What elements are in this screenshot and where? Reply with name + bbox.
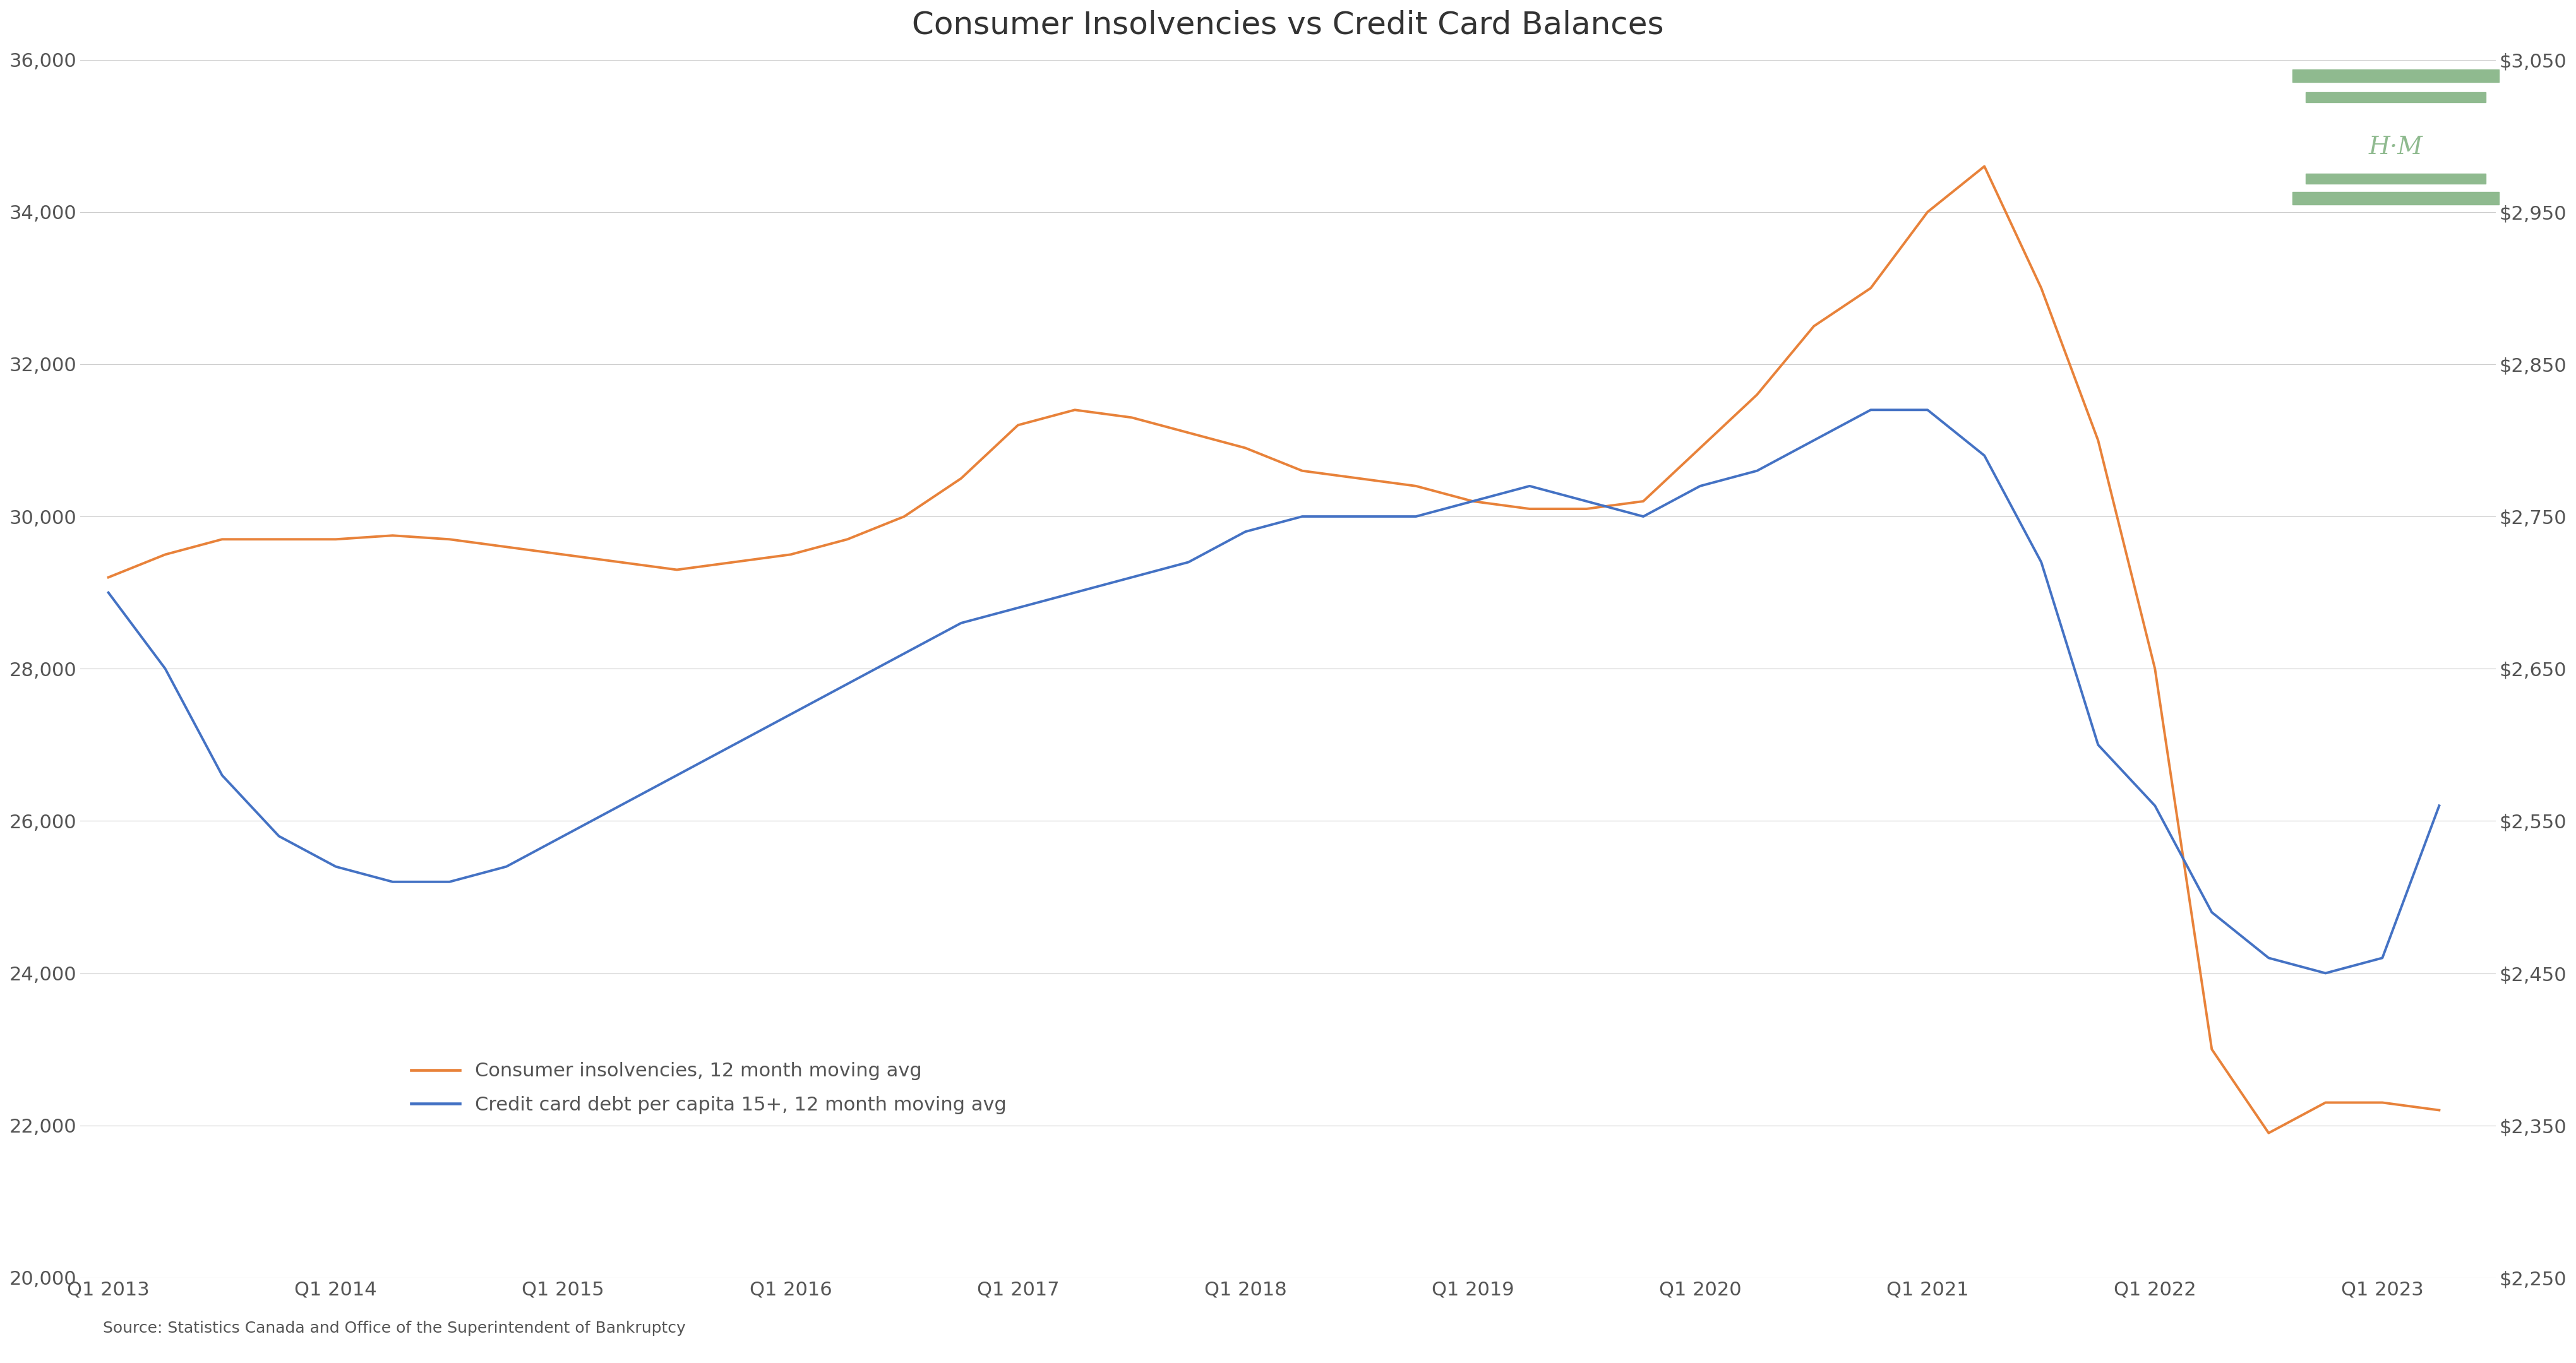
- Credit card debt per capita 15+, 12 month moving avg: [662, 767, 693, 784]
- Consumer insolvencies, 12 month moving avg: [2254, 1124, 2285, 1141]
- Consumer insolvencies, 12 month moving avg: [1628, 493, 1659, 510]
- Consumer insolvencies, 12 month moving avg: [1911, 204, 1942, 221]
- Credit card debt per capita 15+, 12 month moving avg: [263, 827, 294, 844]
- Consumer insolvencies, 12 month moving avg: [1968, 158, 1999, 174]
- Credit card debt per capita 15+, 12 month moving avg: [1401, 508, 1432, 525]
- Credit card debt per capita 15+, 12 month moving avg: [889, 645, 920, 661]
- Credit card debt per capita 15+, 12 month moving avg: [319, 859, 350, 875]
- Consumer insolvencies, 12 month moving avg: [2424, 1103, 2455, 1119]
- Title: Consumer Insolvencies vs Credit Card Balances: Consumer Insolvencies vs Credit Card Bal…: [912, 10, 1664, 40]
- Consumer insolvencies, 12 month moving avg: [1685, 440, 1716, 457]
- Credit card debt per capita 15+, 12 month moving avg: [549, 827, 580, 844]
- Consumer insolvencies, 12 month moving avg: [1741, 387, 1772, 403]
- Consumer insolvencies, 12 month moving avg: [605, 553, 636, 570]
- Consumer insolvencies, 12 month moving avg: [1855, 279, 1886, 296]
- Consumer insolvencies, 12 month moving avg: [719, 553, 750, 570]
- Credit card debt per capita 15+, 12 month moving avg: [1115, 570, 1146, 586]
- Consumer insolvencies, 12 month moving avg: [662, 562, 693, 578]
- FancyBboxPatch shape: [2306, 93, 2486, 102]
- Consumer insolvencies, 12 month moving avg: [1798, 318, 1829, 334]
- Consumer insolvencies, 12 month moving avg: [889, 508, 920, 525]
- Consumer insolvencies, 12 month moving avg: [832, 532, 863, 548]
- Credit card debt per capita 15+, 12 month moving avg: [1968, 447, 1999, 463]
- Consumer insolvencies, 12 month moving avg: [1515, 500, 1546, 517]
- Credit card debt per capita 15+, 12 month moving avg: [1628, 508, 1659, 525]
- Consumer insolvencies, 12 month moving avg: [1571, 500, 1602, 517]
- Consumer insolvencies, 12 month moving avg: [1002, 417, 1033, 433]
- Consumer insolvencies, 12 month moving avg: [1458, 493, 1489, 510]
- FancyBboxPatch shape: [2293, 192, 2499, 204]
- Credit card debt per capita 15+, 12 month moving avg: [93, 585, 124, 601]
- Credit card debt per capita 15+, 12 month moving avg: [1229, 523, 1260, 540]
- Consumer insolvencies, 12 month moving avg: [433, 532, 464, 548]
- Credit card debt per capita 15+, 12 month moving avg: [1345, 508, 1376, 525]
- Credit card debt per capita 15+, 12 month moving avg: [1059, 585, 1090, 601]
- Credit card debt per capita 15+, 12 month moving avg: [945, 615, 976, 631]
- Consumer insolvencies, 12 month moving avg: [945, 470, 976, 487]
- Credit card debt per capita 15+, 12 month moving avg: [832, 676, 863, 692]
- Consumer insolvencies, 12 month moving avg: [2141, 661, 2172, 677]
- Credit card debt per capita 15+, 12 month moving avg: [2025, 553, 2056, 570]
- Text: Source: Statistics Canada and Office of the Superintendent of Bankruptcy: Source: Statistics Canada and Office of …: [103, 1321, 685, 1336]
- Consumer insolvencies, 12 month moving avg: [549, 547, 580, 563]
- Consumer insolvencies, 12 month moving avg: [2367, 1094, 2398, 1111]
- Credit card debt per capita 15+, 12 month moving avg: [1515, 478, 1546, 495]
- Consumer insolvencies, 12 month moving avg: [1229, 440, 1260, 457]
- Consumer insolvencies, 12 month moving avg: [1172, 424, 1203, 440]
- Credit card debt per capita 15+, 12 month moving avg: [2081, 736, 2112, 752]
- Text: H·M: H·M: [2367, 135, 2424, 159]
- Credit card debt per capita 15+, 12 month moving avg: [1288, 508, 1319, 525]
- Credit card debt per capita 15+, 12 month moving avg: [2254, 950, 2285, 966]
- Consumer insolvencies, 12 month moving avg: [1115, 409, 1146, 425]
- Consumer insolvencies, 12 month moving avg: [93, 570, 124, 586]
- Credit card debt per capita 15+, 12 month moving avg: [1911, 402, 1942, 418]
- Credit card debt per capita 15+, 12 month moving avg: [1571, 493, 1602, 510]
- Credit card debt per capita 15+, 12 month moving avg: [149, 661, 180, 677]
- Consumer insolvencies, 12 month moving avg: [319, 532, 350, 548]
- Consumer insolvencies, 12 month moving avg: [1059, 402, 1090, 418]
- Legend: Consumer insolvencies, 12 month moving avg, Credit card debt per capita 15+, 12 : Consumer insolvencies, 12 month moving a…: [404, 1055, 1015, 1122]
- Credit card debt per capita 15+, 12 month moving avg: [1002, 600, 1033, 616]
- Line: Credit card debt per capita 15+, 12 month moving avg: Credit card debt per capita 15+, 12 mont…: [108, 410, 2439, 973]
- Credit card debt per capita 15+, 12 month moving avg: [1855, 402, 1886, 418]
- Credit card debt per capita 15+, 12 month moving avg: [719, 736, 750, 752]
- Consumer insolvencies, 12 month moving avg: [2197, 1041, 2228, 1058]
- Line: Consumer insolvencies, 12 month moving avg: Consumer insolvencies, 12 month moving a…: [108, 166, 2439, 1133]
- FancyBboxPatch shape: [2293, 70, 2499, 82]
- Consumer insolvencies, 12 month moving avg: [376, 527, 407, 544]
- Consumer insolvencies, 12 month moving avg: [1345, 470, 1376, 487]
- Credit card debt per capita 15+, 12 month moving avg: [2424, 797, 2455, 814]
- Credit card debt per capita 15+, 12 month moving avg: [1685, 478, 1716, 495]
- Consumer insolvencies, 12 month moving avg: [775, 547, 806, 563]
- Credit card debt per capita 15+, 12 month moving avg: [605, 797, 636, 814]
- Consumer insolvencies, 12 month moving avg: [263, 532, 294, 548]
- Credit card debt per capita 15+, 12 month moving avg: [1172, 553, 1203, 570]
- Consumer insolvencies, 12 month moving avg: [149, 547, 180, 563]
- Consumer insolvencies, 12 month moving avg: [206, 532, 237, 548]
- Credit card debt per capita 15+, 12 month moving avg: [433, 874, 464, 890]
- Credit card debt per capita 15+, 12 month moving avg: [2197, 904, 2228, 920]
- Consumer insolvencies, 12 month moving avg: [492, 538, 523, 555]
- Credit card debt per capita 15+, 12 month moving avg: [2367, 950, 2398, 966]
- Credit card debt per capita 15+, 12 month moving avg: [775, 706, 806, 722]
- Credit card debt per capita 15+, 12 month moving avg: [1458, 493, 1489, 510]
- Credit card debt per capita 15+, 12 month moving avg: [1741, 462, 1772, 478]
- Consumer insolvencies, 12 month moving avg: [1401, 478, 1432, 495]
- Consumer insolvencies, 12 month moving avg: [2081, 432, 2112, 448]
- Credit card debt per capita 15+, 12 month moving avg: [492, 859, 523, 875]
- Credit card debt per capita 15+, 12 month moving avg: [2141, 797, 2172, 814]
- Consumer insolvencies, 12 month moving avg: [2311, 1094, 2342, 1111]
- Credit card debt per capita 15+, 12 month moving avg: [1798, 432, 1829, 448]
- Consumer insolvencies, 12 month moving avg: [2025, 279, 2056, 296]
- Credit card debt per capita 15+, 12 month moving avg: [2311, 965, 2342, 981]
- FancyBboxPatch shape: [2306, 174, 2486, 184]
- Credit card debt per capita 15+, 12 month moving avg: [376, 874, 407, 890]
- Credit card debt per capita 15+, 12 month moving avg: [206, 767, 237, 784]
- Consumer insolvencies, 12 month moving avg: [1288, 462, 1319, 478]
